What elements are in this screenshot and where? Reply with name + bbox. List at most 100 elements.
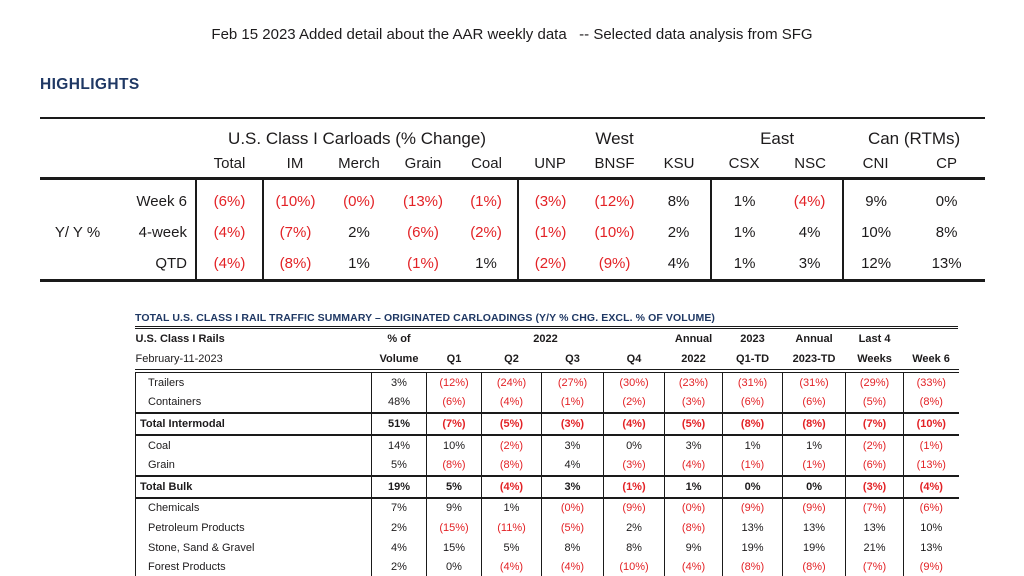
commodity-label: Grain <box>135 455 372 476</box>
value-cell: (4%) <box>541 557 604 576</box>
value-cell: (10%) <box>594 224 635 241</box>
value-cell: (33%) <box>903 371 959 393</box>
value-cell: (12%) <box>426 371 482 393</box>
commodity-label: Chemicals <box>135 497 372 519</box>
column-header-cp: CP <box>908 150 986 180</box>
value-cell: 2% <box>371 557 427 576</box>
value-cell: (0%) <box>664 497 723 519</box>
value-cell: 8% <box>602 537 665 558</box>
value-cell: 3% <box>664 434 723 456</box>
value-cell: (4%) <box>664 557 723 576</box>
value-cell: (2%) <box>481 434 542 456</box>
value-cell: 15% <box>426 537 482 558</box>
value-cell: (0%) <box>343 193 375 210</box>
column-header-bnsf: BNSF <box>582 150 648 180</box>
value-cell: (5%) <box>845 392 904 414</box>
value-cell: (3%) <box>602 455 665 476</box>
value-cell: (3%) <box>845 474 904 499</box>
value-cell: 1% <box>710 178 778 217</box>
value-cell: (4%) <box>195 217 263 248</box>
value-cell: (5%) <box>481 412 542 436</box>
week6-header: Week 6 <box>903 349 959 373</box>
week6-header-top <box>904 329 959 349</box>
value-cell: (1%) <box>602 474 665 499</box>
year-2022-group-header: 2022 <box>533 333 558 345</box>
value-cell: 5% <box>426 474 482 499</box>
commodity-label: Coal <box>135 434 372 456</box>
yy-axis-label: Y/ Y % <box>54 224 101 241</box>
value-cell: 9% <box>426 497 482 519</box>
value-cell: 0% <box>782 474 846 499</box>
q1-header: Q1 <box>426 349 482 373</box>
group-east: East <box>760 129 795 148</box>
value-cell: (1%) <box>722 455 783 476</box>
value-cell: (31%) <box>782 371 846 393</box>
column-header-total: Total <box>196 150 263 180</box>
summary-row: Trailers 3% (12%) (24%) (27%) (30%) (23%) (31%)… <box>135 371 959 393</box>
value-cell: 13% <box>845 518 904 538</box>
value-cell: 1% <box>710 248 778 281</box>
highlights-group-header-row: U.S. Class I Carloads (% Change) West Ea… <box>40 118 985 150</box>
value-cell: 14% <box>371 434 427 456</box>
summary-header-row-2: February-11-2023 Volume Q1 Q2 Q3 Q4 2022… <box>135 349 959 373</box>
value-cell: (10%) <box>262 178 327 217</box>
value-cell: (2%) <box>470 224 502 241</box>
value-cell: (2%) <box>602 392 665 414</box>
value-cell: 9% <box>842 178 909 217</box>
commodity-label: Petroleum Products <box>135 518 372 538</box>
value-cell: 8% <box>667 193 690 210</box>
value-cell: (2%) <box>845 434 904 456</box>
value-cell: (8%) <box>262 248 327 281</box>
value-cell: (11%) <box>481 518 542 538</box>
period-label: Week 6 <box>136 193 187 210</box>
value-cell: (29%) <box>845 371 904 393</box>
group-us-class1-carloads: U.S. Class I Carloads (% Change) <box>228 129 486 148</box>
value-cell: 1% <box>782 434 846 456</box>
column-header-ksu: KSU <box>647 150 712 180</box>
value-cell: (9%) <box>602 497 665 519</box>
summary-row: Grain 5% (8%) (8%) 4% (3%) (4%) (1%) (1%) (6%) (13… <box>135 455 959 476</box>
value-cell: (4%) <box>481 474 542 499</box>
annual-2023td-header: 2023-TD <box>782 349 846 373</box>
value-cell: 1% <box>481 497 542 519</box>
value-cell: 51% <box>371 412 427 436</box>
value-cell: (23%) <box>664 371 723 393</box>
highlights-row: Week 6 (6%) (10%) (0%) (13%) (1%) (3%) (12%) 8% 1… <box>40 178 985 217</box>
value-cell: 13% <box>782 518 846 538</box>
summary-row: Coal 14% 10% (2%) 3% 0% 3% 1% 1% (2%) (1%) <box>135 434 959 456</box>
value-cell: 0% <box>602 434 665 456</box>
value-cell: (7%) <box>426 412 482 436</box>
column-header-grain: Grain <box>391 150 455 180</box>
summary-table: U.S. Class I Rails % of 2022 Annual 2023… <box>135 329 959 576</box>
value-cell: 2% <box>348 224 370 241</box>
q3-header: Q3 <box>541 349 604 373</box>
value-cell: 19% <box>782 537 846 558</box>
value-cell: (8%) <box>722 412 783 436</box>
value-cell: (8%) <box>722 557 783 576</box>
page-title: Feb 15 2023 Added detail about the AAR w… <box>211 26 813 43</box>
summary-row: Petroleum Products 2% (15%) (11%) (5%) 2% (8%)… <box>135 518 959 538</box>
value-cell: (1%) <box>541 392 604 414</box>
value-cell: (8%) <box>426 455 482 476</box>
value-cell: 13% <box>903 537 959 558</box>
value-cell: 2% <box>667 224 690 241</box>
value-cell: 4% <box>667 255 690 272</box>
value-cell: (6%) <box>722 392 783 414</box>
q4-header: Q4 <box>603 349 665 373</box>
value-cell: 0% <box>426 557 482 576</box>
value-cell: (5%) <box>664 412 723 436</box>
value-cell: (7%) <box>845 412 904 436</box>
value-cell: (6%) <box>782 392 846 414</box>
value-cell: (6%) <box>407 224 439 241</box>
column-header-coal: Coal <box>455 150 519 180</box>
value-cell: 10% <box>842 217 909 248</box>
value-cell: (31%) <box>722 371 783 393</box>
value-cell: 3% <box>798 255 821 272</box>
value-cell: (9%) <box>598 255 631 272</box>
value-cell: (6%) <box>195 178 263 217</box>
value-cell: (4%) <box>793 193 826 210</box>
value-cell: 13% <box>931 255 962 272</box>
pct-of-header: % of <box>387 333 411 345</box>
value-cell: 48% <box>371 392 427 414</box>
